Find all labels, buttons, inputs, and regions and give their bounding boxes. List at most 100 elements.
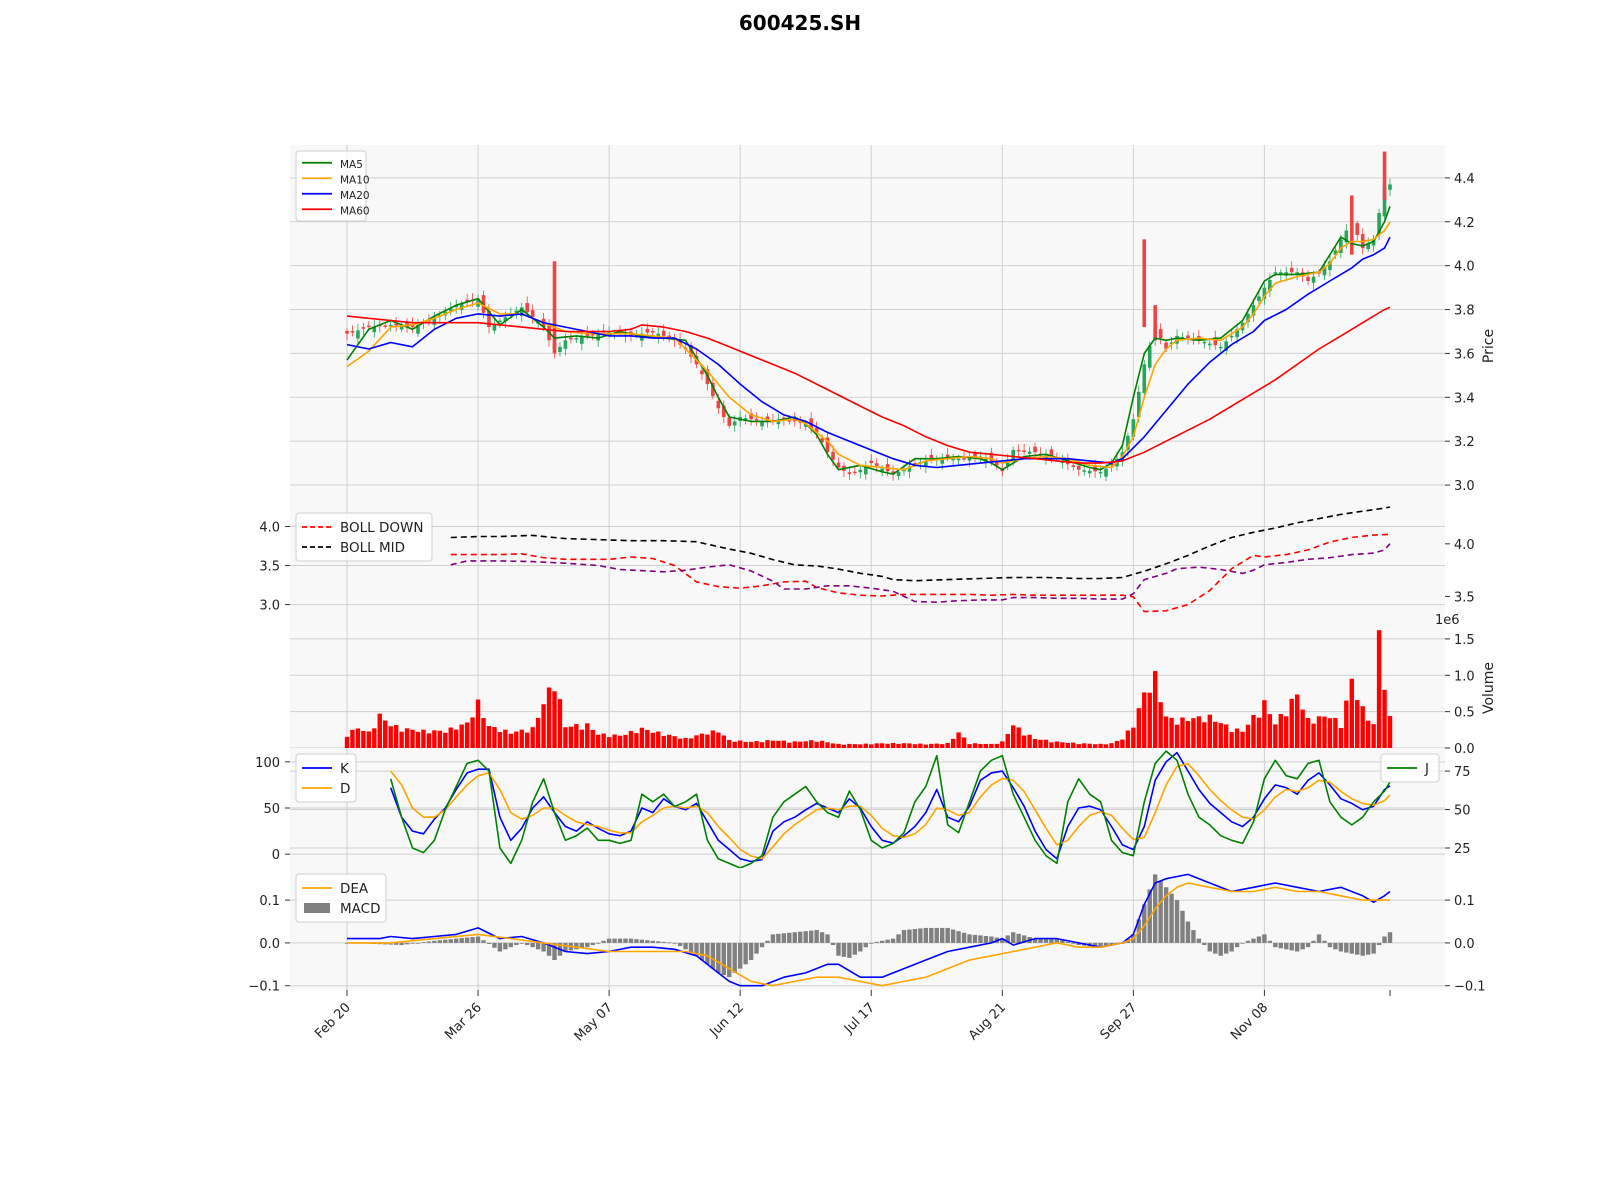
volume-bar [639,727,645,748]
candle-body [1098,471,1103,474]
candle-body [345,331,349,334]
candle-body [765,416,770,421]
macd-bar [710,942,716,969]
volume-bar [1098,743,1103,748]
volume-bar [918,743,923,748]
candlestick [1224,337,1228,356]
volume-bar [1043,739,1049,748]
macd-bar [781,933,787,943]
volume-bar [628,730,634,748]
candle-body [1268,279,1272,292]
candle-body [1142,239,1147,328]
candlestick [836,457,841,471]
macd-bar [1011,932,1016,943]
macd-bar [574,942,579,950]
y-tick-label: 3.0 [1454,479,1475,494]
candle-body [558,346,562,353]
macd-bar [1387,932,1393,943]
candle-body [1207,343,1212,346]
candle-body [836,462,841,468]
volume-bar [459,724,464,748]
volume-bar [464,722,470,748]
volume-bar [410,729,415,748]
volume-bar [858,744,863,748]
macd-bar [1256,936,1262,943]
y-tick-label: 0.0 [1454,937,1475,952]
candle-body [891,471,895,475]
y-tick-label: 0.0 [259,937,280,952]
volume-bar [787,742,792,748]
candlestick [711,378,715,400]
y-tick-label: 4.0 [259,521,280,536]
y-tick-label: 4.0 [1454,260,1475,275]
candlestick [432,311,437,329]
x-tick-label: Feb 20 [312,1000,354,1042]
candlestick [1087,467,1092,478]
macd-bar [1300,942,1305,950]
candle-body [1339,239,1343,253]
volume-bar [694,735,699,748]
volume-bar [1054,741,1060,748]
macd-bar [1284,942,1289,950]
volume-bar [1005,734,1010,748]
candle-body [989,452,994,461]
macd-bar [967,934,972,943]
macd-bar [732,942,737,973]
macd-bar [628,938,634,943]
candle-body [1328,261,1332,271]
volume-bar [1213,721,1218,748]
macd-bar [1382,936,1387,943]
kdj-panel: 0 50 100 25 50 75 KD J [255,748,1471,869]
volume-bar [1131,727,1136,748]
macd-bar [961,932,967,943]
macd-bar [869,942,874,944]
candle-body [1295,272,1299,274]
volume-bar [716,732,721,748]
candle-body [372,326,377,333]
candle-body [1164,342,1168,350]
volume-bar [852,744,858,748]
macd-bar [1191,930,1196,943]
volume-bar [847,743,852,748]
volume-bar [557,699,563,748]
volume-bar [1016,727,1021,748]
volume-bar [874,743,879,748]
candle-body [1246,313,1250,323]
volume-bar [656,731,661,748]
volume-bar [1038,739,1043,748]
macd-bar [978,935,983,943]
volume-bar [688,738,694,748]
candlestick [1022,443,1026,455]
macd-bar [792,932,797,943]
volume-bar [929,743,934,748]
volume-bar [590,729,595,748]
kdj-legend-entry-k: K [302,761,350,777]
volume-bar [470,717,475,748]
volume-bar [1032,739,1038,748]
candlestick [847,466,852,480]
y-tick-label: 4.2 [1454,216,1475,231]
volume-bar [934,743,939,748]
macd-bar [787,932,792,943]
candle-body [874,463,879,466]
volume-bar [404,728,410,748]
y-tick-label: 50 [263,802,280,817]
macd-bar [727,942,732,978]
candle-body [1147,345,1152,368]
kdj-legend-entry-d: D [302,781,350,797]
volume-bar [1021,735,1027,748]
candle-body [792,418,797,422]
macd-bar [1071,942,1076,944]
y-tick-label: −0.1 [1454,980,1486,995]
macd-panel: −0.1 0.0 0.1 −0.1 0.0 0.1 DEA MACD [248,868,1486,995]
volume-bar [710,730,716,748]
volume-bar [732,741,737,748]
volume-offset-text: 1e6 [1435,613,1460,628]
candle-body [1104,468,1108,477]
volume-bar [1338,727,1344,748]
candle-body [721,405,726,418]
macd-bar [699,942,705,961]
volume-bar [1136,708,1142,748]
candle-body [498,320,502,323]
